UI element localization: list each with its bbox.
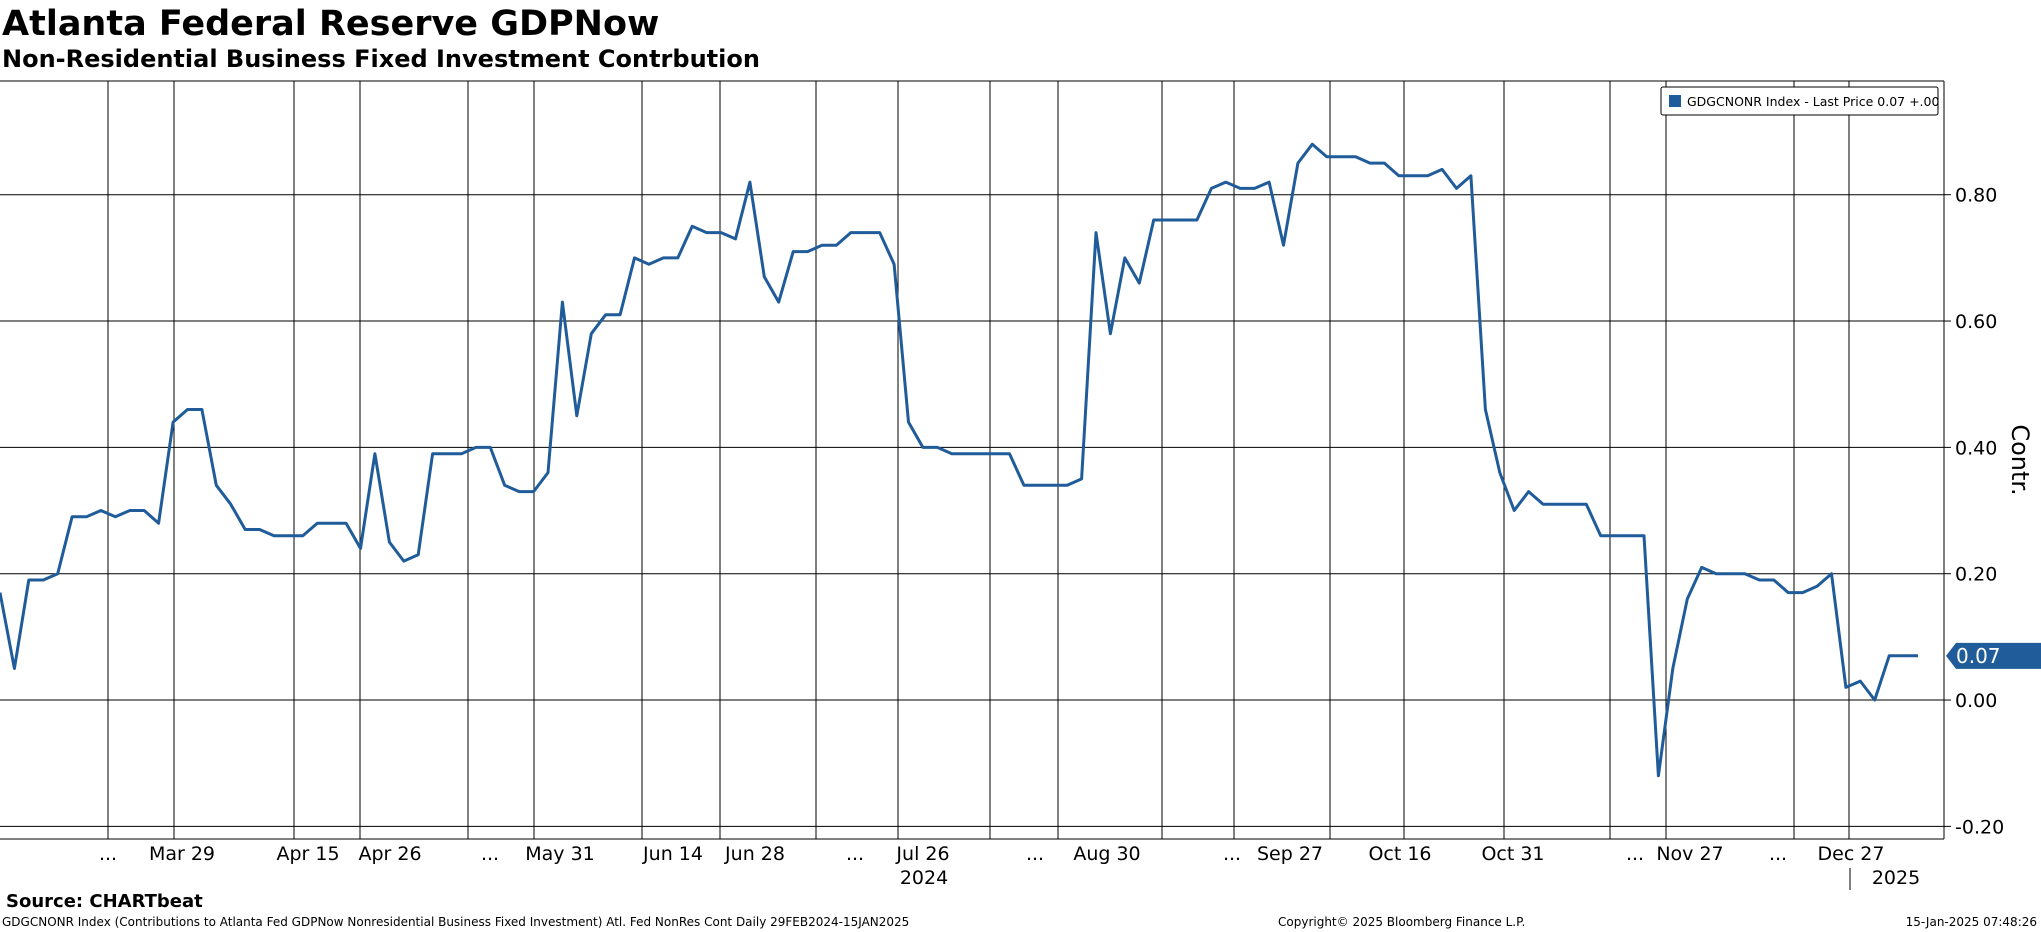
y-tick-label: 0.40 [1955,437,1997,459]
year-label-2025: 2025 [1872,867,1920,889]
horizontal-gridlines [0,194,1944,827]
y-tick-label: 0.00 [1955,690,1997,712]
y-tick-label: -0.20 [1955,816,2004,838]
x-tick-label: Oct 16 [1368,843,1431,865]
legend: GDGCNONR Index - Last Price 0.07 +.00 [1660,86,1939,116]
last-value-badge: 0.07 [1946,642,2041,669]
x-tick-label: Jun 28 [724,843,785,865]
x-tick-label: ... [1769,843,1787,865]
x-axis-ticks: ... Mar 29 Apr 15 Apr 26... May 31 Jun 14 Jun … [99,843,1885,865]
x-tick-label: Nov 27 [1656,843,1723,865]
x-tick-label: ... [1223,843,1241,865]
x-tick-label: Aug 30 [1073,843,1140,865]
year-label-2024: 2024 [900,867,948,889]
x-tick-label: Oct 31 [1481,843,1544,865]
footer-description: GDGCNONR Index (Contributions to Atlanta… [2,915,910,929]
series-line-gdgcnonr [0,142,1918,778]
legend-box [1660,86,1939,116]
x-tick-label: ... [1026,843,1044,865]
legend-entry: GDGCNONR Index - Last Price 0.07 +.00 [1687,94,1939,109]
x-tick-label: Dec 27 [1818,843,1885,865]
y-axis-ticks: -0.20 0.00 0.20 0.40 0.60 0.80 [1944,185,2004,838]
chart-subtitle: Non-Residential Business Fixed Investmen… [2,45,760,73]
x-tick-label: Apr 26 [358,843,421,865]
x-tick-label: Jul 26 [895,843,949,865]
x-tick-label: ... [1626,843,1644,865]
y-tick-label: 0.20 [1955,564,1997,586]
y-axis-label: Contr. [2006,424,2034,495]
vertical-gridlines [107,81,1850,839]
x-tick-label: ... [99,843,117,865]
x-tick-label: ... [481,843,499,865]
x-tick-label: Sep 27 [1257,843,1323,865]
x-tick-label: Jun 14 [642,843,703,865]
x-tick-label: Apr 15 [276,843,339,865]
x-tick-label: ... [846,843,864,865]
y-tick-label: 0.60 [1955,311,1997,333]
x-tick-label: Mar 29 [149,843,215,865]
legend-swatch [1669,95,1681,107]
footer-timestamp: 15-Jan-2025 07:48:26 [1905,915,2037,929]
last-value-badge-shape [1946,642,2041,669]
y-tick-label: 0.80 [1955,185,1997,207]
chart-title: Atlanta Federal Reserve GDPNow [2,4,660,44]
footer-copyright: Copyright© 2025 Bloomberg Finance L.P. [1278,915,1526,929]
x-tick-label: May 31 [525,843,595,865]
last-value-label: 0.07 [1956,644,2001,668]
source-note: Source: CHARTbeat [6,891,203,912]
